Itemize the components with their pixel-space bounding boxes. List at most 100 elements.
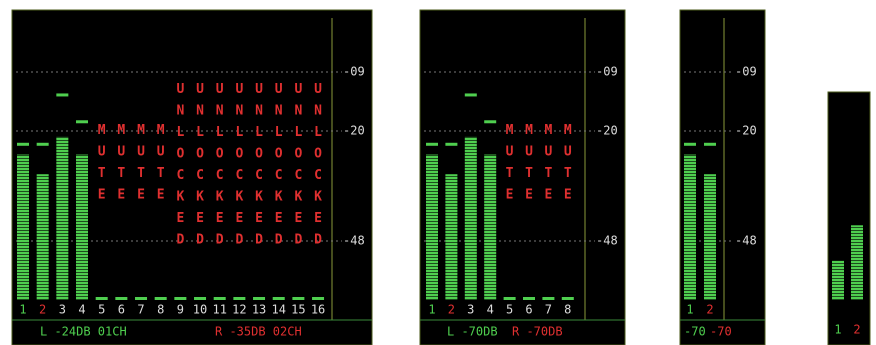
- peak-marker: [704, 142, 716, 146]
- channel-label: 3: [59, 303, 66, 317]
- level-bar: [76, 154, 89, 300]
- channel-status: MUTE: [541, 123, 556, 209]
- peak-marker: [76, 120, 89, 124]
- channel-status: MUTE: [502, 123, 517, 209]
- channel-status: UNLOCKED: [212, 82, 227, 254]
- peak-marker: [213, 297, 226, 300]
- channel-label: 13: [252, 303, 266, 317]
- peak-marker: [561, 297, 574, 300]
- channel-label: 16: [311, 303, 325, 317]
- channel-status: UNLOCKED: [173, 82, 188, 254]
- level-bar: [484, 154, 497, 300]
- channel-label: 11: [212, 303, 226, 317]
- scale-label: -20: [596, 124, 618, 138]
- level-bar: [704, 174, 716, 300]
- channel-label: 12: [232, 303, 246, 317]
- channel-label: 6: [525, 303, 532, 317]
- channel-label: 14: [271, 303, 285, 317]
- level-bar: [464, 136, 477, 300]
- level-bar: [851, 225, 863, 300]
- scale-label: -09: [343, 65, 365, 79]
- scale-label: -20: [735, 124, 757, 138]
- peak-marker: [484, 120, 497, 124]
- scale-label: -20: [343, 124, 365, 138]
- status-left: L -24DB 01CH: [40, 325, 127, 339]
- channel-status: UNLOCKED: [193, 82, 208, 254]
- scale-label: -09: [735, 65, 757, 79]
- channel-label: 2: [39, 303, 46, 317]
- level-bar: [17, 154, 29, 300]
- peak-marker: [233, 297, 246, 300]
- channel-label: 7: [545, 303, 552, 317]
- channel-status: UNLOCKED: [311, 82, 326, 254]
- channel-label: 1: [428, 303, 435, 317]
- channel-label: 15: [291, 303, 305, 317]
- peak-marker: [523, 297, 535, 300]
- peak-marker: [426, 142, 438, 146]
- peak-marker: [684, 142, 696, 146]
- peak-marker: [95, 297, 108, 300]
- status-left: L -70DB: [447, 325, 498, 339]
- channel-label: 7: [137, 303, 144, 317]
- channel-label: 1: [19, 303, 26, 317]
- channel-status: MUTE: [114, 123, 129, 209]
- channel-status: MUTE: [560, 123, 575, 209]
- meter-panel: [827, 91, 871, 345]
- channel-label: 2: [448, 303, 455, 317]
- peak-marker: [445, 142, 458, 146]
- peak-marker: [194, 297, 207, 300]
- peak-marker: [17, 142, 29, 146]
- channel-status: UNLOCKED: [252, 82, 267, 254]
- peak-marker: [542, 297, 555, 300]
- channel-status: MUTE: [522, 123, 537, 209]
- status-right: -70: [710, 325, 732, 339]
- channel-label: 8: [157, 303, 164, 317]
- peak-marker: [272, 297, 285, 300]
- channel-label: 9: [177, 303, 184, 317]
- level-bar: [832, 260, 844, 300]
- channel-status: UNLOCKED: [271, 82, 286, 254]
- channel-label: 2: [706, 303, 713, 317]
- channel-label: 8: [564, 303, 571, 317]
- scale-label: -48: [596, 234, 618, 248]
- channel-label: 1: [686, 303, 693, 317]
- status-right: R -35DB 02CH: [215, 325, 302, 339]
- peak-marker: [115, 297, 128, 300]
- level-bar: [445, 174, 458, 300]
- scale-label: -48: [343, 234, 365, 248]
- level-bar: [36, 174, 49, 300]
- peak-marker: [56, 93, 69, 97]
- status-right: R -70DB: [512, 325, 563, 339]
- channel-label: 4: [78, 303, 85, 317]
- channel-label: 4: [487, 303, 494, 317]
- channel-status: MUTE: [94, 123, 109, 209]
- channel-label: 5: [506, 303, 513, 317]
- channel-status: MUTE: [153, 123, 168, 209]
- channel-status: UNLOCKED: [232, 82, 247, 254]
- peak-marker: [36, 142, 49, 146]
- level-bar: [684, 154, 696, 300]
- channel-label: 2: [853, 323, 860, 337]
- channel-label: 10: [193, 303, 207, 317]
- channel-label: 1: [834, 323, 841, 337]
- peak-marker: [154, 297, 167, 300]
- scale-label: -48: [735, 234, 757, 248]
- peak-marker: [174, 297, 187, 300]
- peak-marker: [292, 297, 305, 300]
- level-bar: [56, 136, 69, 300]
- channel-label: 5: [98, 303, 105, 317]
- peak-marker: [503, 297, 516, 300]
- channel-status: UNLOCKED: [291, 82, 306, 254]
- channel-status: MUTE: [134, 123, 149, 209]
- peak-marker: [135, 297, 148, 300]
- peak-marker: [253, 297, 266, 300]
- peak-marker: [464, 93, 477, 97]
- channel-label: 3: [467, 303, 474, 317]
- meter-panel: [11, 9, 373, 345]
- level-bar: [426, 154, 438, 300]
- scale-label: -09: [596, 65, 618, 79]
- status-left: -70: [684, 325, 706, 339]
- channel-label: 6: [118, 303, 125, 317]
- peak-marker: [312, 297, 325, 300]
